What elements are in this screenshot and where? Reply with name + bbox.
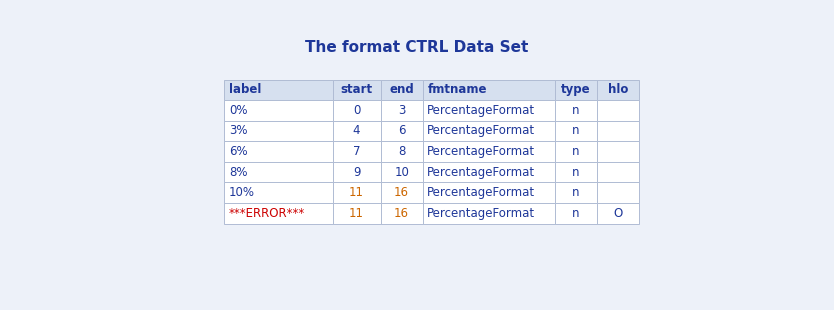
Bar	[380, 162, 423, 182]
Text: n: n	[572, 186, 580, 199]
Bar	[423, 100, 555, 121]
Text: 0%: 0%	[229, 104, 248, 117]
Bar	[380, 80, 423, 100]
Text: 8%: 8%	[229, 166, 248, 179]
Bar	[224, 80, 333, 100]
Text: type: type	[561, 83, 590, 96]
Text: 16: 16	[394, 207, 409, 220]
Bar	[597, 100, 639, 121]
Bar	[380, 203, 423, 224]
Bar	[333, 121, 380, 141]
Text: hlo: hlo	[608, 83, 628, 96]
Bar	[423, 80, 555, 100]
Text: n: n	[572, 145, 580, 158]
Text: 16: 16	[394, 186, 409, 199]
Bar	[597, 141, 639, 162]
Text: PercentageFormat: PercentageFormat	[427, 166, 535, 179]
Text: ***ERROR***: ***ERROR***	[229, 207, 305, 220]
Bar	[224, 141, 333, 162]
Bar	[555, 141, 597, 162]
Text: O: O	[613, 207, 623, 220]
Bar	[333, 80, 380, 100]
Bar	[555, 80, 597, 100]
Text: 10%: 10%	[229, 186, 255, 199]
Bar	[224, 203, 333, 224]
Text: 3%: 3%	[229, 125, 248, 137]
Bar	[224, 121, 333, 141]
Bar	[555, 162, 597, 182]
Bar	[597, 182, 639, 203]
Text: PercentageFormat: PercentageFormat	[427, 145, 535, 158]
Text: 7: 7	[353, 145, 360, 158]
Text: end: end	[389, 83, 414, 96]
Text: label: label	[229, 83, 261, 96]
Text: 6%: 6%	[229, 145, 248, 158]
Text: 11: 11	[349, 207, 364, 220]
Text: The format CTRL Data Set: The format CTRL Data Set	[305, 40, 529, 55]
Text: n: n	[572, 125, 580, 137]
Bar	[333, 162, 380, 182]
Bar	[380, 121, 423, 141]
Text: 0: 0	[353, 104, 360, 117]
Bar	[333, 203, 380, 224]
Bar	[333, 100, 380, 121]
Bar	[597, 121, 639, 141]
Text: n: n	[572, 166, 580, 179]
Bar	[423, 141, 555, 162]
Bar	[423, 203, 555, 224]
Bar	[224, 162, 333, 182]
Bar	[555, 121, 597, 141]
Text: PercentageFormat: PercentageFormat	[427, 104, 535, 117]
Text: start: start	[340, 83, 373, 96]
Bar	[224, 182, 333, 203]
Bar	[380, 141, 423, 162]
Bar	[380, 100, 423, 121]
Text: fmtname: fmtname	[427, 83, 487, 96]
Bar	[333, 182, 380, 203]
Text: 9: 9	[353, 166, 360, 179]
Bar	[423, 162, 555, 182]
Bar	[597, 203, 639, 224]
Bar	[555, 203, 597, 224]
Text: 8: 8	[398, 145, 405, 158]
Text: PercentageFormat: PercentageFormat	[427, 207, 535, 220]
Text: PercentageFormat: PercentageFormat	[427, 186, 535, 199]
Text: 11: 11	[349, 186, 364, 199]
Text: 3: 3	[398, 104, 405, 117]
Bar	[333, 141, 380, 162]
Text: PercentageFormat: PercentageFormat	[427, 125, 535, 137]
Bar	[555, 100, 597, 121]
Bar	[224, 100, 333, 121]
Text: 6: 6	[398, 125, 405, 137]
Bar	[380, 182, 423, 203]
Text: n: n	[572, 104, 580, 117]
Bar	[597, 162, 639, 182]
Bar	[423, 182, 555, 203]
Text: 4: 4	[353, 125, 360, 137]
Bar	[597, 80, 639, 100]
Bar	[555, 182, 597, 203]
Bar	[423, 121, 555, 141]
Text: n: n	[572, 207, 580, 220]
Text: 10: 10	[394, 166, 409, 179]
